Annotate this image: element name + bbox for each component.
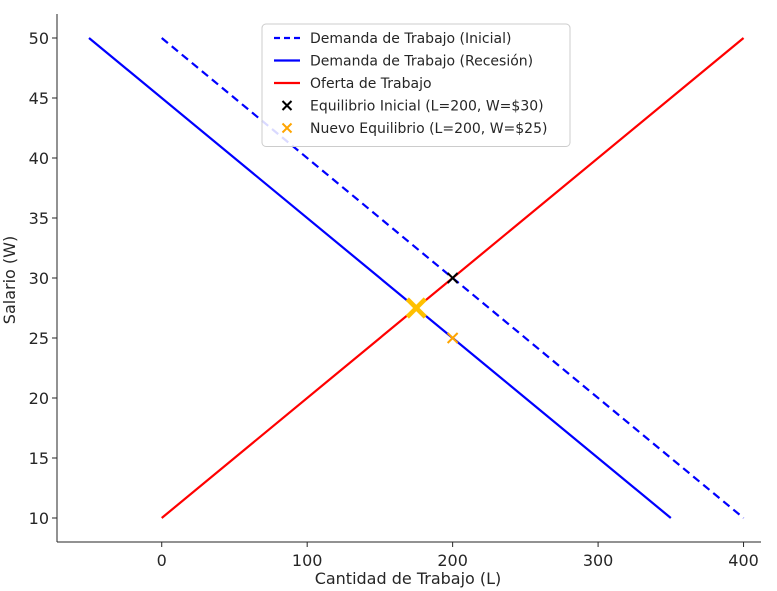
- legend-label-1: Demanda de Trabajo (Recesión): [310, 54, 533, 70]
- series-marker-3-0-stroke-b: [446, 272, 459, 284]
- y-tick-label-0: 10: [29, 509, 49, 528]
- series-marker-4-0: [446, 332, 459, 344]
- plot-markers: [405, 272, 459, 344]
- series-line-1: [88, 37, 672, 519]
- y-tick-label-8: 50: [29, 29, 49, 48]
- y-tick-label-7: 45: [29, 89, 49, 108]
- y-axis-label: Salario (W): [0, 236, 19, 324]
- y-tick-label-3: 25: [29, 329, 49, 348]
- series-marker-4-0-stroke-b: [446, 332, 459, 344]
- y-tick-label-1: 15: [29, 449, 49, 468]
- y-tick-label-5: 35: [29, 209, 49, 228]
- legend-box: [261, 23, 571, 147]
- legend: Demanda de Trabajo (Inicial) Demanda de T…: [261, 23, 571, 147]
- legend-swatch-3-stroke-b: [281, 100, 293, 111]
- x-tick-label-2: 200: [437, 551, 468, 570]
- y-tick-label-2: 20: [29, 389, 49, 408]
- legend-label-2: Oferta de Trabajo: [310, 76, 432, 92]
- x-tick-label-1: 100: [292, 551, 323, 570]
- axes: 0 100 200 300 400 10 15 20 25 30 35 40 45 50: [29, 14, 761, 570]
- annotation-marker-0: [405, 297, 427, 319]
- legend-swatch-3: [281, 100, 293, 111]
- legend-label-3: Equilibrio Inicial (L=200, W=$30): [310, 99, 544, 115]
- series-marker-3-0: [446, 272, 459, 284]
- legend-label-0: Demanda de Trabajo (Inicial): [310, 31, 511, 47]
- x-tick-label-0: 0: [157, 551, 167, 570]
- legend-label-4: Nuevo Equilibrio (L=200, W=$25): [310, 121, 547, 137]
- legend-swatch-4-stroke-b: [281, 122, 293, 134]
- x-tick-label-4: 400: [728, 551, 759, 570]
- annotation-marker-0-stroke-b: [405, 297, 427, 319]
- y-tick-label-6: 40: [29, 149, 49, 168]
- y-tick-label-4: 30: [29, 269, 49, 288]
- x-tick-label-3: 300: [583, 551, 614, 570]
- x-axis-label: Cantidad de Trabajo (L): [315, 569, 502, 588]
- legend-swatch-4: [281, 122, 293, 134]
